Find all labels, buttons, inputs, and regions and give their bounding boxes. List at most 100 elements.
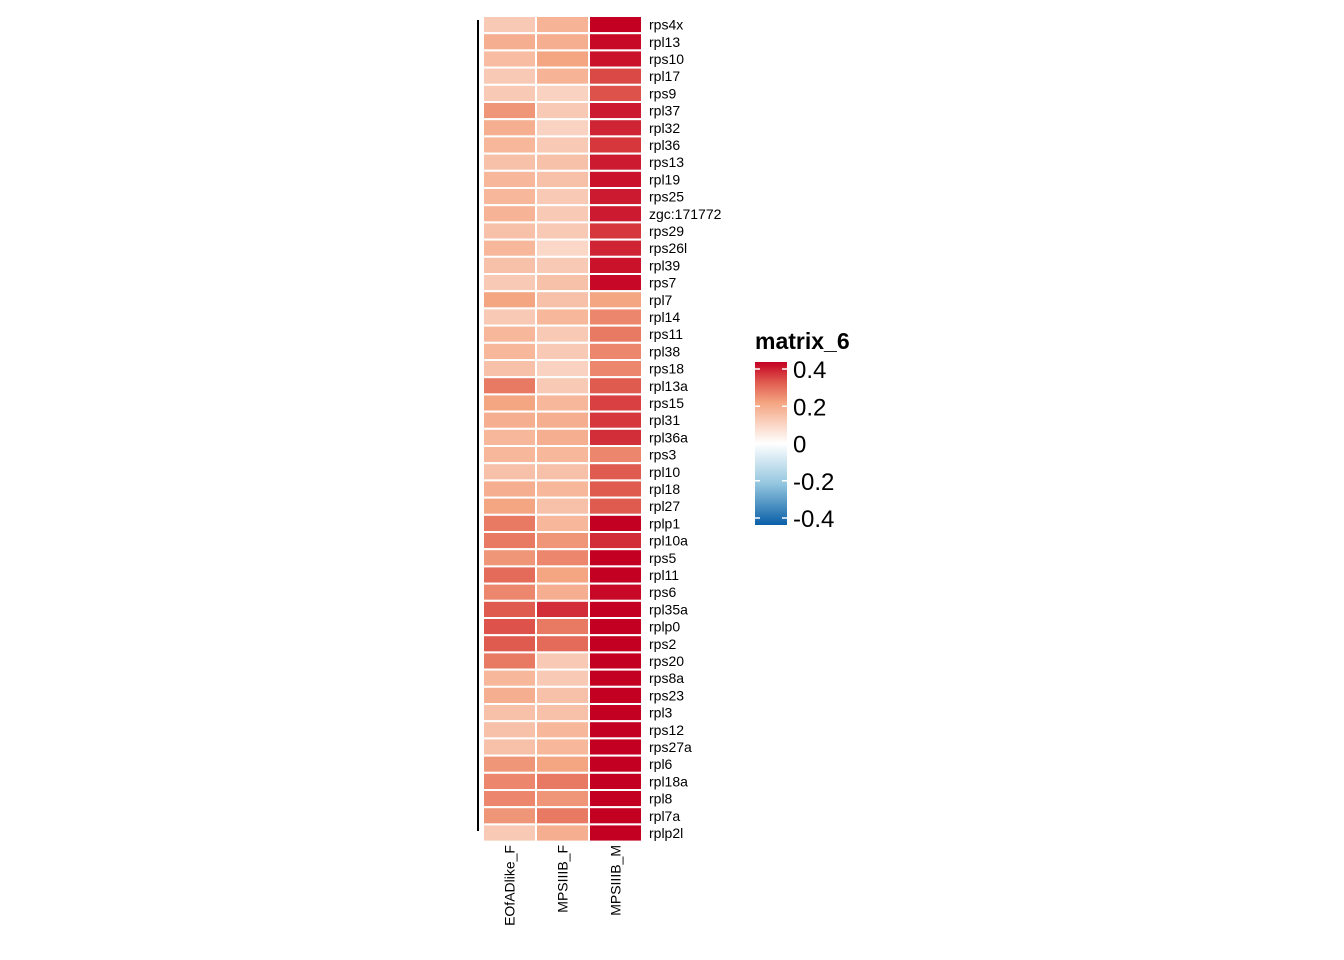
heatmap-cell <box>482 720 537 740</box>
row-label: rpl36 <box>649 137 680 153</box>
row-label: rpl32 <box>649 120 680 136</box>
heatmap-cell <box>482 668 537 688</box>
legend-tick-label: 0.2 <box>793 394 826 421</box>
heatmap-cell <box>535 668 590 688</box>
heatmap-cell <box>535 15 590 35</box>
heatmap-cell <box>535 599 590 619</box>
row-label: rps13 <box>649 154 684 170</box>
heatmap-cell <box>588 823 643 843</box>
row-label: rps12 <box>649 722 684 738</box>
heatmap-cell <box>588 49 643 69</box>
heatmap-cell <box>535 324 590 344</box>
row-label: rps11 <box>649 326 683 342</box>
row-label: rplp2l <box>649 825 683 841</box>
heatmap-cell <box>588 15 643 35</box>
heatmap-cell <box>588 101 643 121</box>
heatmap-cell <box>482 823 537 843</box>
heatmap-cell <box>535 32 590 52</box>
heatmap-cell <box>588 204 643 224</box>
row-label: rpl7a <box>649 808 680 824</box>
row-label: zgc:171772 <box>649 206 722 222</box>
heatmap-cell <box>588 66 643 86</box>
heatmap-cell <box>535 513 590 533</box>
legend-tick-label: 0 <box>793 432 806 459</box>
heatmap-cell <box>535 307 590 327</box>
column-label: MPSIIIB_F <box>555 845 571 913</box>
row-label: rpl7 <box>649 292 673 308</box>
heatmap-cell <box>588 548 643 568</box>
row-labels: rps4xrpl13rps10rpl17rps9rpl37rpl32rpl36r… <box>649 17 722 841</box>
row-label: rpl36a <box>649 429 688 445</box>
heatmap-cell <box>535 737 590 757</box>
heatmap-cell <box>588 496 643 516</box>
heatmap-cells <box>482 15 643 843</box>
heatmap-cell <box>535 135 590 155</box>
heatmap-cell <box>535 754 590 774</box>
heatmap-cell <box>535 823 590 843</box>
heatmap-cell <box>482 617 537 637</box>
row-label: rps26l <box>649 240 687 256</box>
row-label: rpl6 <box>649 756 673 772</box>
heatmap-cell <box>482 599 537 619</box>
heatmap-cell <box>535 273 590 293</box>
heatmap-cell <box>588 703 643 723</box>
heatmap-cell <box>482 462 537 482</box>
heatmap-cell <box>482 152 537 172</box>
heatmap-cell <box>588 290 643 310</box>
row-label: rps7 <box>649 275 676 291</box>
heatmap-cell <box>482 789 537 809</box>
heatmap-cell <box>535 548 590 568</box>
legend-color-bar <box>755 362 787 525</box>
heatmap-cell <box>588 410 643 430</box>
row-label: rpl13 <box>649 34 680 50</box>
heatmap-cell <box>588 685 643 705</box>
row-label: rpl35a <box>649 601 688 617</box>
row-label: rps25 <box>649 189 684 205</box>
heatmap-cell <box>482 49 537 69</box>
row-label: rps9 <box>649 85 676 101</box>
row-label: rpl19 <box>649 171 680 187</box>
heatmap-cell <box>588 187 643 207</box>
row-label: rps3 <box>649 447 676 463</box>
heatmap-cell <box>588 789 643 809</box>
heatmap-cell <box>535 238 590 258</box>
heatmap-cell <box>588 273 643 293</box>
heatmap-cell <box>588 651 643 671</box>
heatmap-cell <box>535 341 590 361</box>
heatmap-cell <box>482 393 537 413</box>
row-label: rpl37 <box>649 103 680 119</box>
heatmap-cell <box>588 359 643 379</box>
heatmap-cell <box>588 634 643 654</box>
legend-tick-label: 0.4 <box>793 357 826 384</box>
row-label: rps29 <box>649 223 684 239</box>
heatmap-cell <box>588 806 643 826</box>
heatmap-cell <box>482 754 537 774</box>
heatmap-cell <box>588 771 643 791</box>
row-label: rpl27 <box>649 498 680 514</box>
row-label: rpl10 <box>649 464 680 480</box>
heatmap-cell <box>482 255 537 275</box>
color-legend: matrix_6 0.4 0.2 0 -0.2 -0.4 <box>755 328 850 533</box>
row-label: rps5 <box>649 550 676 566</box>
heatmap-cell <box>588 582 643 602</box>
legend-title: matrix_6 <box>755 328 850 354</box>
row-label: rps2 <box>649 636 676 652</box>
heatmap-cell <box>535 445 590 465</box>
row-label: rplp1 <box>649 515 680 531</box>
heatmap-cell <box>535 651 590 671</box>
row-label: rplp0 <box>649 619 680 635</box>
column-labels: EOfADlike_F MPSIIIB_F MPSIIIB_M <box>502 845 624 926</box>
heatmap-cell <box>588 376 643 396</box>
row-label: rps15 <box>649 395 684 411</box>
heatmap-cell <box>588 341 643 361</box>
heatmap-cell <box>588 324 643 344</box>
heatmap-cell <box>482 341 537 361</box>
heatmap-cell <box>588 668 643 688</box>
heatmap-cell <box>482 101 537 121</box>
heatmap-cell <box>535 152 590 172</box>
row-label: rps23 <box>649 687 684 703</box>
heatmap-cell <box>535 410 590 430</box>
row-label: rps6 <box>649 584 676 600</box>
heatmap-cell <box>588 720 643 740</box>
heatmap-cell <box>535 634 590 654</box>
